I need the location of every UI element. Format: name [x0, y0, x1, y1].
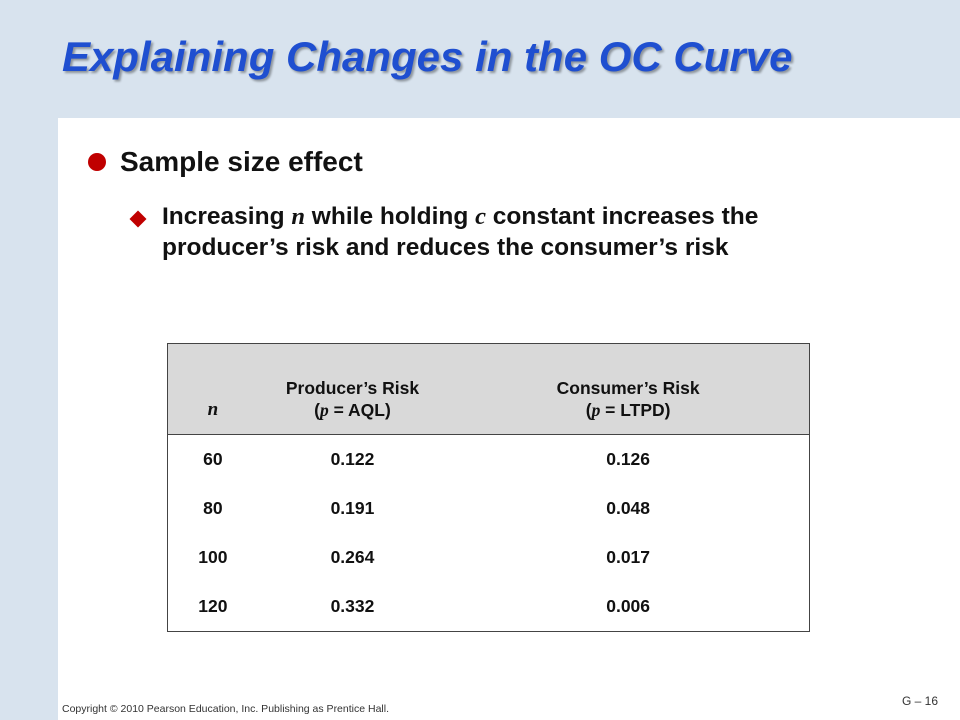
cell-producers-risk: 0.264 — [330, 547, 375, 567]
cell-n: 60 — [203, 449, 223, 469]
header-producers-var: p — [319, 400, 329, 421]
slide-title: Explaining Changes in the OC Curve — [62, 33, 793, 80]
header-consumers-risk: Consumer’s Risk (p = LTPD) — [447, 344, 809, 435]
header-consumers-rest: = LTPD) — [600, 400, 671, 421]
bullet-sample-size-effect: Sample size effect — [88, 146, 363, 178]
table-row: 80 0.191 0.048 — [168, 484, 810, 533]
cell-n: 100 — [198, 547, 228, 567]
slide-number: G – 16 — [901, 694, 938, 708]
variable-n: n — [291, 203, 305, 230]
cell-producers-risk: 0.122 — [330, 449, 375, 469]
copyright-notice: Copyright © 2010 Pearson Education, Inc.… — [62, 703, 390, 715]
sub-bullet-text: Increasing n while holding c constant in… — [162, 202, 832, 263]
sub-bullet-increasing-n: Increasing n while holding c constant in… — [129, 202, 832, 263]
round-bullet-icon — [88, 153, 106, 171]
cell-consumers-risk: 0.017 — [606, 547, 651, 567]
header-n: n — [207, 399, 219, 421]
sub-bullet-text-part-1: Increasing — [162, 203, 292, 230]
cell-n: 80 — [203, 498, 223, 518]
header-producers-open: ( — [314, 400, 320, 421]
header-producers-rest: = AQL) — [328, 400, 391, 421]
table-row: 100 0.264 0.017 — [168, 533, 810, 582]
cell-consumers-risk: 0.006 — [606, 596, 651, 616]
table-header-row: n Producer’s Risk (p = AQL) Consumer’s R… — [167, 343, 810, 435]
diamond-bullet-icon — [129, 210, 147, 228]
cell-producers-risk: 0.191 — [330, 498, 375, 518]
cell-consumers-risk: 0.048 — [606, 498, 651, 518]
header-producers-risk-title: Producer’s Risk — [285, 378, 420, 399]
cell-n: 120 — [198, 596, 228, 616]
variable-c: c — [475, 203, 486, 230]
cell-producers-risk: 0.332 — [330, 596, 375, 616]
cell-consumers-risk: 0.126 — [606, 449, 651, 469]
left-background-band — [0, 0, 58, 720]
header-producers-risk: Producer’s Risk (p = AQL) — [258, 344, 448, 435]
bullet-1-text: Sample size effect — [120, 146, 363, 177]
sub-bullet-text-part-2: while holding — [305, 203, 476, 230]
table-row: 120 0.332 0.006 — [168, 582, 810, 632]
header-consumers-risk-title: Consumer’s Risk — [556, 378, 700, 399]
header-consumers-open: ( — [585, 400, 592, 421]
sub-bullet-text-part-3: constant increases the producer’s risk a… — [162, 203, 759, 261]
header-consumers-var: p — [591, 400, 601, 421]
top-background-band — [0, 0, 960, 118]
risk-table: n Producer’s Risk (p = AQL) Consumer’s R… — [167, 343, 810, 632]
table-row: 60 0.122 0.126 — [168, 435, 810, 485]
